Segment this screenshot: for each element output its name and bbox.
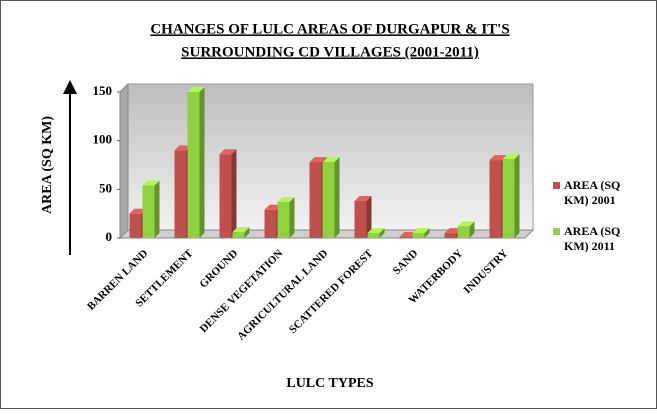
y-tick-label: 150 <box>93 83 113 98</box>
bar-top <box>457 221 475 227</box>
bar <box>399 237 412 238</box>
legend-item: AREA (SQ KM) 2011 <box>564 224 621 253</box>
bar <box>502 159 515 238</box>
bar-top <box>444 228 462 234</box>
legend-item: AREA (SQ KM) 2001 <box>564 178 621 207</box>
bar <box>367 233 380 238</box>
bar <box>129 213 142 238</box>
bar-side <box>514 154 520 238</box>
bar <box>489 160 502 238</box>
bar-side <box>231 149 237 238</box>
y-tick-label: 100 <box>93 132 113 147</box>
bar <box>412 233 425 238</box>
bar <box>457 226 470 238</box>
arrow-head <box>63 80 77 94</box>
bar <box>264 209 277 238</box>
bar <box>309 162 322 238</box>
bar-top <box>277 196 295 202</box>
bar-side <box>154 180 160 238</box>
bar-side <box>244 227 250 238</box>
bar <box>444 233 457 238</box>
bar-side <box>379 228 385 238</box>
bar-side <box>366 196 372 238</box>
bar-top <box>174 145 192 151</box>
chart-title: CHANGES OF LULC AREAS OF DURGAPUR & IT'S <box>150 21 509 37</box>
y-tick-label: 50 <box>99 180 112 195</box>
bar-side <box>469 221 475 238</box>
chart-title: SURROUNDING CD VILLAGES (2001-2011) <box>181 44 479 60</box>
bar <box>219 154 232 238</box>
bar <box>142 185 155 238</box>
bar-top <box>412 228 430 234</box>
bar <box>277 201 290 238</box>
bar <box>354 201 367 238</box>
bar <box>187 92 200 238</box>
x-axis-label: LULC TYPES <box>286 376 373 391</box>
bar-top <box>232 227 250 233</box>
legend-swatch <box>553 228 560 235</box>
legend-label: AREA (SQ KM) 2001 <box>564 178 621 207</box>
y-axis-label: AREA (SQ KM) <box>40 116 55 214</box>
bar-top <box>142 180 160 186</box>
bar-top <box>309 157 327 163</box>
bar <box>174 150 187 238</box>
bar-top <box>399 232 417 238</box>
bar-side <box>334 157 340 238</box>
bar-top <box>367 228 385 234</box>
bar-top <box>264 204 282 210</box>
bar-top <box>354 196 372 202</box>
bar-top <box>322 157 340 163</box>
bar-top <box>219 149 237 155</box>
y-tick-label: 0 <box>106 229 113 244</box>
bar-side <box>289 196 295 238</box>
bar-top <box>129 208 147 214</box>
bar-top <box>502 154 520 160</box>
legend-label: AREA (SQ KM) 2011 <box>564 224 621 253</box>
bar-side <box>424 228 430 238</box>
bar <box>232 232 245 238</box>
bar <box>322 162 335 238</box>
bar-top <box>187 87 205 92</box>
side-wall <box>119 82 129 240</box>
bar-side <box>199 87 205 238</box>
legend-swatch <box>553 182 560 189</box>
bar-top <box>489 155 507 161</box>
